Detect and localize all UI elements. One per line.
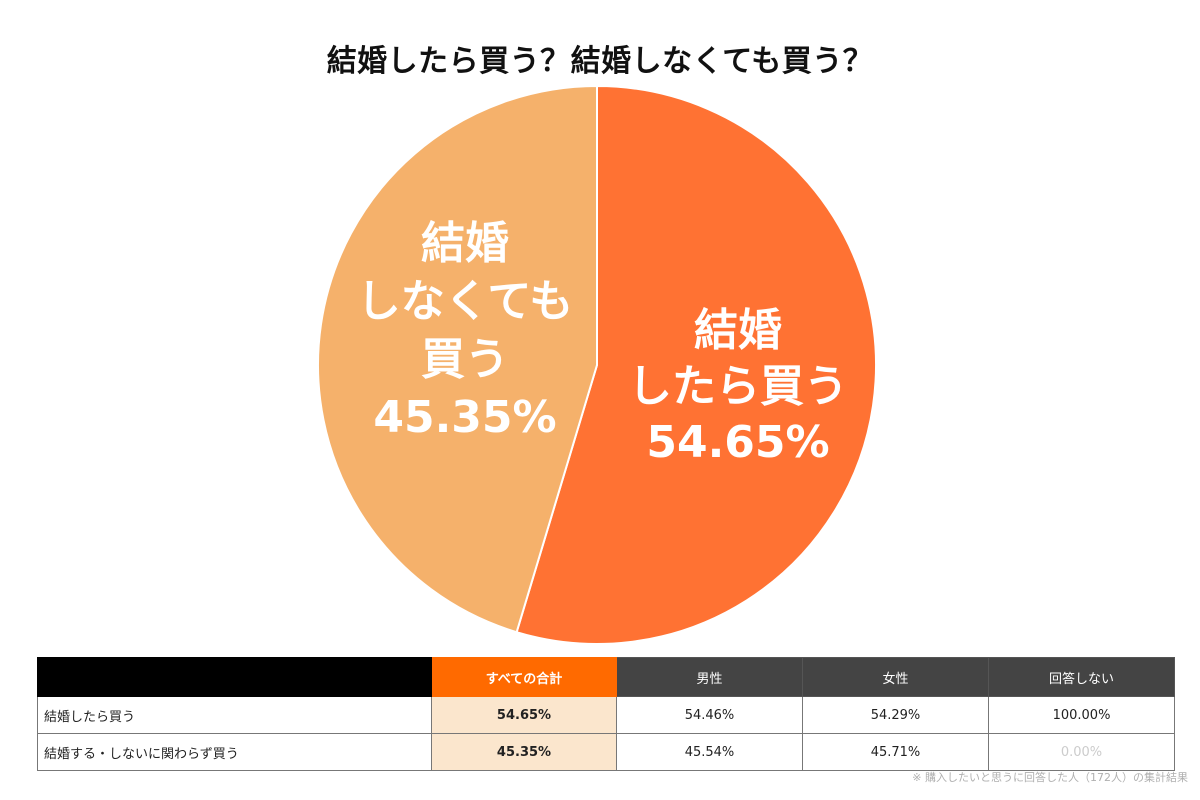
row-label: 結婚したら買う — [37, 696, 432, 734]
cell-male: 45.54% — [616, 733, 803, 771]
cell-female: 54.29% — [802, 696, 989, 734]
cell-total: 54.65% — [431, 696, 617, 734]
pie-label-buy-regardless: 結婚しなくても買う 45.35% — [357, 218, 573, 443]
pie-category-label: 結婚 — [694, 305, 782, 356]
row-label: 結婚する・しないに関わらず買う — [37, 733, 432, 771]
pie-slice-married-buy — [515, 84, 877, 645]
pie-category-label: しなくても — [357, 276, 573, 327]
pie-category-label: 買う — [421, 334, 509, 385]
pie-category-label: したら買う — [628, 361, 848, 412]
cell-female: 45.71% — [802, 733, 989, 771]
cell-no-answer: 100.00% — [988, 696, 1175, 734]
table-row: 結婚する・しないに関わらず買う 45.35% 45.54% 45.71% 0.0… — [37, 733, 1175, 771]
summary-table: すべての合計 男性 女性 回答しない 結婚したら買う 54.65% 54.46%… — [37, 657, 1175, 771]
pie-value-label: 54.65% — [646, 417, 829, 468]
cell-total: 45.35% — [431, 733, 617, 771]
pie-value-label: 45.35% — [373, 392, 556, 443]
table-row: 結婚したら買う 54.65% 54.46% 54.29% 100.00% — [37, 696, 1175, 734]
pie-slice-buy-regardless — [317, 84, 598, 634]
footnote: ※ 購入したいと思うに回答した人（172人）の集計結果 — [912, 771, 1188, 784]
cell-no-answer: 0.00% — [988, 733, 1175, 771]
header-total: すべての合計 — [431, 657, 617, 697]
header-no-answer: 回答しない — [988, 657, 1175, 697]
table-header-row: すべての合計 男性 女性 回答しない — [37, 657, 1175, 697]
table-corner-cell — [37, 657, 432, 697]
header-male: 男性 — [616, 657, 803, 697]
chart-title: 結婚したら買う？結婚しなくても買う？ — [326, 44, 874, 79]
cell-male: 54.46% — [616, 696, 803, 734]
pie-category-label: 結婚 — [421, 218, 509, 269]
header-female: 女性 — [802, 657, 989, 697]
